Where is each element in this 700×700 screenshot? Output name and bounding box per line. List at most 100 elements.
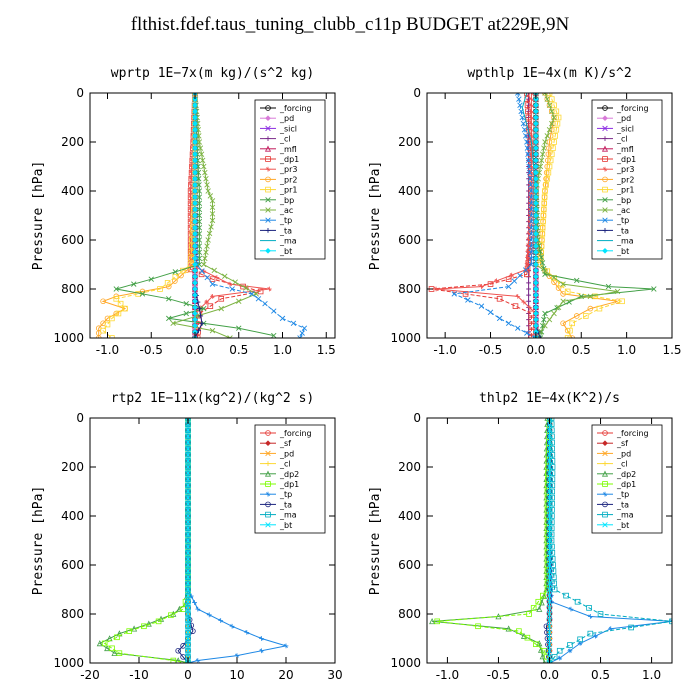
series-point-bp (542, 310, 548, 317)
series-point-dp1 (524, 634, 531, 641)
series-point-pr1 (547, 157, 554, 164)
series-point-bt (185, 470, 191, 476)
series-point-pr3 (227, 281, 233, 287)
series-point-bt (533, 224, 539, 231)
legend-entry: _ta (616, 226, 629, 235)
series-point-ac (541, 145, 547, 151)
series-point-ac (544, 133, 550, 139)
legend-marker (265, 440, 271, 447)
series-point-tp (516, 96, 522, 102)
series-point-ac (204, 243, 210, 249)
legend-entry: _ma (616, 237, 634, 246)
series-point-bp (113, 286, 119, 292)
series-point-bt (533, 182, 539, 188)
series-point-bt (192, 261, 198, 268)
series-point-dp1 (540, 592, 546, 599)
series-point-bt (192, 114, 198, 121)
series-point-bt (192, 163, 198, 170)
series-point-tp (522, 267, 529, 273)
series-point-bt (192, 212, 198, 219)
series-point-bt (546, 562, 553, 568)
series-point-bt (192, 273, 198, 280)
series-point-bt (533, 231, 539, 237)
series-point-pr2 (165, 283, 172, 290)
series-point-ac (227, 335, 233, 338)
series-point-dp1 (528, 335, 535, 338)
series-point-bt (192, 102, 198, 109)
legend-entry: _bt (616, 247, 629, 256)
legend-entry: _tp (279, 490, 292, 499)
series-point-ac (209, 204, 216, 211)
series-point-bt (546, 568, 553, 574)
series-point-dp2 (104, 645, 111, 652)
legend-entry: _pd (616, 449, 631, 458)
legend-marker (602, 197, 608, 203)
legend-entry: _cl (616, 135, 628, 144)
series-point-pr3 (524, 260, 530, 266)
legend-marker (265, 115, 271, 122)
y-tick-label: 1000 (390, 656, 421, 670)
x-tick-label: -1.0 (433, 343, 456, 357)
series-point-bt (546, 580, 553, 587)
series-point-ac (218, 305, 224, 312)
series-point-bt (546, 470, 553, 476)
legend-entry: _pd (279, 114, 294, 123)
legend-marker (601, 145, 609, 152)
series-point-ac (211, 267, 217, 274)
series-point-ac (555, 304, 562, 311)
legend-entry: _forcing (279, 104, 312, 113)
series-point-tp (192, 600, 197, 605)
series-point-tp (517, 102, 523, 108)
series-point-pr1 (596, 305, 603, 312)
panel-1: wprtp 1E−7x(m kg)/(s^2 kg) Pressure [hPa]… (31, 66, 336, 357)
series-point-pr2 (100, 298, 106, 305)
series-point-cl (526, 280, 532, 286)
series-point-ta (546, 654, 552, 660)
series-point-bt (533, 267, 539, 274)
series-point-pr1 (564, 335, 571, 338)
series-point-bt (546, 464, 553, 470)
series-point-bt (533, 96, 539, 102)
series-point-tp (451, 291, 457, 297)
series-line-dp1 (437, 418, 550, 663)
series-point-bt (185, 648, 191, 654)
series-point-tp (244, 629, 250, 635)
series-point-ac (209, 327, 216, 334)
series-point-bt (546, 660, 553, 663)
series-point-ac (201, 163, 207, 170)
series-point-bt (192, 267, 198, 274)
series-point-bp (166, 315, 172, 322)
series-point-bt (546, 421, 553, 427)
series-point-bt (192, 280, 198, 286)
y-tick-label: 0 (76, 86, 84, 100)
series-point-pr3 (528, 121, 534, 127)
series-point-bt (546, 550, 553, 556)
panel-4: thlp2 1E−4x(K^2)/s Pressure [hPa] -1.0 -0.5… (368, 391, 673, 682)
legend-entry: _sf (616, 439, 628, 448)
x-tick-label: 0 (184, 668, 192, 682)
legend-entry: _mfl (279, 145, 297, 154)
series-point-bt (192, 237, 198, 243)
series-point-bt (185, 617, 191, 623)
series-point-bp (183, 310, 189, 317)
series-point-tp (528, 225, 535, 231)
series-point-ma (567, 642, 573, 648)
series-point-tp (515, 325, 521, 331)
series-point-pr1 (540, 212, 547, 219)
series-point-bt (185, 641, 191, 648)
legend-entry: _forcing (616, 104, 649, 113)
series-point-bp (148, 276, 154, 282)
series-point-bp (537, 248, 543, 255)
legend-marker (265, 491, 271, 497)
y-tick-label: 0 (413, 411, 421, 425)
series-point-pr1 (109, 315, 115, 322)
series-point-ac (560, 281, 566, 287)
series-point-tp (528, 194, 535, 200)
series-point-bt (546, 617, 553, 623)
y-tick-label: 600 (61, 233, 84, 247)
series-point-dp1 (101, 640, 108, 647)
legend-entry: _tp (616, 490, 629, 499)
legend-entry: _ac (616, 206, 630, 215)
series-point-dp1 (155, 618, 162, 625)
